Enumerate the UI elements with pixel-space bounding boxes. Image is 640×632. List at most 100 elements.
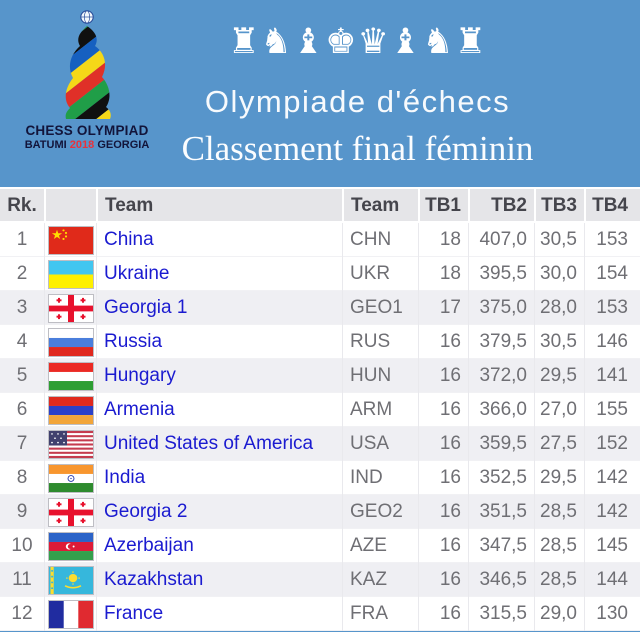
team-code-cell: USA — [342, 427, 418, 461]
table-row: 6 Armenia ARM 16 366,0 27,0 155 — [0, 393, 640, 427]
col-header-tb4: TB4 — [584, 189, 640, 223]
flag-cell — [44, 325, 96, 359]
team-name-cell: United States of America — [96, 427, 342, 461]
team-link[interactable]: China — [104, 229, 154, 250]
team-code-cell: FRA — [342, 597, 418, 631]
col-header-team: Team — [96, 189, 342, 223]
table-row: 8 India IND 16 352,5 29,5 142 — [0, 461, 640, 495]
team-link[interactable]: Kazakhstan — [104, 569, 204, 590]
team-link[interactable]: Armenia — [104, 399, 175, 420]
team-link[interactable]: Azerbaijan — [104, 535, 194, 556]
rank-cell: 4 — [16, 331, 28, 352]
team-link[interactable]: India — [104, 467, 146, 488]
page-subtitle: Classement final féminin — [181, 129, 534, 168]
rank-cell: 12 — [11, 603, 33, 624]
fra-flag-icon — [47, 599, 94, 629]
banner: CHESS OLYMPIAD BATUMI 2018 GEORGIA ♜♞♝♚♛… — [0, 0, 640, 187]
team-name-cell: Russia — [96, 325, 342, 359]
rank-cell: 11 — [12, 569, 32, 590]
arm-flag-icon — [47, 395, 94, 425]
team-link[interactable]: Georgia 1 — [104, 297, 188, 318]
team-code-cell: GEO2 — [342, 495, 418, 529]
logo-year: 2018 — [69, 139, 95, 151]
table-row: 1 China CHN 18 407,0 30,5 153 — [0, 223, 640, 257]
tb2-cell: 395,5 — [468, 257, 534, 291]
team-link[interactable]: France — [104, 603, 164, 624]
tb3-cell: 28,5 — [534, 529, 584, 563]
geo-flag-icon — [47, 497, 94, 527]
team-link[interactable]: United States of America — [104, 433, 314, 454]
tb2-cell: 375,0 — [468, 291, 534, 325]
tb4-cell: 142 — [584, 461, 640, 495]
team-code-cell: ARM — [342, 393, 418, 427]
rank-cell: 8 — [16, 467, 28, 488]
tb2-cell: 359,5 — [468, 427, 534, 461]
tb2-cell: 372,0 — [468, 359, 534, 393]
logo-city: BATUMI — [24, 139, 67, 151]
flag-cell — [44, 461, 96, 495]
rank-cell: 9 — [16, 501, 28, 522]
rus-flag-icon — [47, 327, 94, 357]
tb2-cell: 366,0 — [468, 393, 534, 427]
team-name-cell: France — [96, 597, 342, 631]
tb4-cell: 145 — [584, 529, 640, 563]
flag-cell — [44, 223, 96, 257]
tb1-cell: 16 — [418, 325, 468, 359]
team-link[interactable]: Ukraine — [104, 263, 170, 284]
tb2-cell: 407,0 — [468, 223, 534, 257]
team-link[interactable]: Hungary — [104, 365, 176, 386]
tb1-cell: 16 — [418, 393, 468, 427]
tb4-cell: 152 — [584, 427, 640, 461]
flag-cell — [44, 291, 96, 325]
table-row: 12 France FRA 16 315,5 29,0 130 — [0, 597, 640, 631]
ind-flag-icon — [47, 463, 94, 493]
team-name-cell: Kazakhstan — [96, 563, 342, 597]
table-row: 9 Georgia 2 GEO2 16 351,5 28,5 142 — [0, 495, 640, 529]
table-header-row: Rk. Team Team TB1 TB2 TB3 TB4 — [0, 187, 640, 223]
tb3-cell: 28,5 — [534, 495, 584, 529]
geo-flag-icon — [47, 293, 94, 323]
rank-cell: 10 — [11, 535, 33, 556]
tb4-cell: 144 — [584, 563, 640, 597]
team-link[interactable]: Russia — [104, 331, 163, 352]
tb4-cell: 141 — [584, 359, 640, 393]
logo-subtitle: BATUMI 2018 GEORGIA — [12, 139, 162, 151]
tb1-cell: 17 — [418, 291, 468, 325]
tb1-cell: 16 — [418, 529, 468, 563]
col-header-tb3: TB3 — [534, 189, 584, 223]
table-row: 5 Hungary HUN 16 372,0 29,5 141 — [0, 359, 640, 393]
col-header-tb2: TB2 — [468, 189, 534, 223]
flag-cell — [44, 597, 96, 631]
rank-cell: 3 — [16, 297, 28, 318]
tb1-cell: 16 — [418, 427, 468, 461]
col-header-flag — [44, 189, 96, 223]
usa-flag-icon — [47, 429, 94, 459]
team-link[interactable]: Georgia 2 — [104, 501, 188, 522]
tb2-cell: 315,5 — [468, 597, 534, 631]
tb3-cell: 27,5 — [534, 427, 584, 461]
tb4-cell: 146 — [584, 325, 640, 359]
tb2-cell: 347,5 — [468, 529, 534, 563]
flag-cell — [44, 529, 96, 563]
tb4-cell: 153 — [584, 223, 640, 257]
team-code-cell: RUS — [342, 325, 418, 359]
team-name-cell: Georgia 2 — [96, 495, 342, 529]
team-code-cell: UKR — [342, 257, 418, 291]
flag-cell — [44, 393, 96, 427]
tb2-cell: 379,5 — [468, 325, 534, 359]
team-name-cell: Georgia 1 — [96, 291, 342, 325]
logo-title: CHESS OLYMPIAD — [25, 123, 149, 138]
table-row: 7 United States of America USA 16 359,5 27,5 1… — [0, 427, 640, 461]
standings-table: Rk. Team Team TB1 TB2 TB3 TB4 1 China CHN 1… — [0, 187, 640, 631]
col-header-tb1: TB1 — [418, 189, 468, 223]
col-header-code: Team — [342, 189, 418, 223]
tb1-cell: 16 — [418, 461, 468, 495]
kaz-flag-icon — [47, 565, 94, 595]
tb1-cell: 18 — [418, 257, 468, 291]
hun-flag-icon — [47, 361, 94, 391]
page-title: Olympiade d'échecs — [204, 84, 511, 119]
chn-flag-icon — [47, 225, 94, 255]
tb2-cell: 352,5 — [468, 461, 534, 495]
standings-table-body: 1 China CHN 18 407,0 30,5 153 2 Ukraine UKR 18 395,… — [0, 223, 640, 631]
